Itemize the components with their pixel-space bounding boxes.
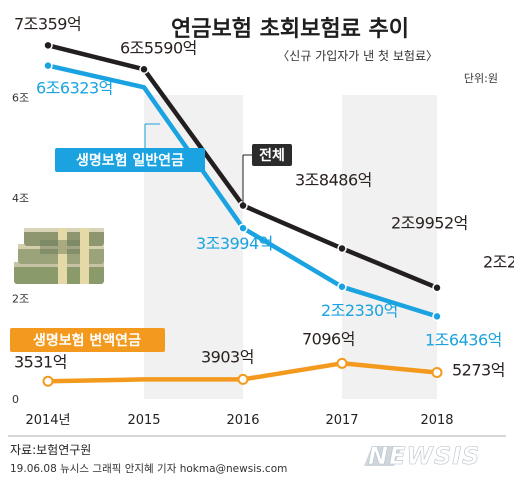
logo-text: NEWSIS [368,442,480,470]
data-label-total: 6조5590억 [120,38,197,57]
data-point-total [337,243,347,254]
data-label-total: 2조9952억 [391,213,468,232]
data-point-life_general [43,60,53,71]
data-point-total [43,40,53,51]
data-labels: 7조359억 6조5590억 3조8486억 2조9952억 2조2133억 6조6323… [14,14,514,379]
data-point-total [432,282,442,293]
data-label-total: 2조2133억 [483,253,514,272]
data-point-life_variable [431,366,443,378]
newsis-logo: NEWSIS [364,442,480,470]
legend-life-general-label: 생명보험 일반연금 [76,152,184,169]
x-tick-label: 2018 [420,413,453,428]
data-point-life_variable [336,357,348,369]
y-tick-label: 0 [12,393,19,406]
unit-label: 단위:원 [464,72,498,85]
x-tick-label: 2016 [226,413,259,428]
data-point-life_general [432,311,442,322]
money-stack-illustration [14,228,104,284]
chart-subtitle: 〈신규 가입자가 낸 첫 보험료〉 [277,49,438,63]
data-label-life_general: 2조2330억 [321,301,398,320]
x-axis: 2014년 2015 2016 2017 2018 [25,413,453,428]
y-tick-label: 2조 [12,292,29,305]
band [342,95,437,399]
credit-line: 19.06.08 뉴시스 그래픽 안지혜 기자 hokma@newsis.com [10,463,287,475]
legend-life-variable-label: 생명보험 변액연금 [33,332,141,349]
data-label-life_general: 3조3994억 [196,234,273,253]
legend-tag-life-general: 생명보험 일반연금 [55,123,205,172]
data-label-life_variable: 7096억 [302,329,355,348]
chart-title: 연금보험 초회보험료 추이 [171,16,409,42]
data-point-total [139,64,149,75]
data-label-life_variable: 3531억 [14,352,67,371]
data-label-total: 7조359억 [14,14,81,33]
data-point-life_general [337,282,347,292]
data-label-life_variable: 3903억 [201,347,254,366]
y-tick-label: 4조 [12,192,29,205]
legend-tag-life-variable: 생명보험 변액연금 [10,328,165,352]
legend-tag-total: 전체 [242,144,292,206]
x-tick-label: 2014년 [25,413,70,428]
data-label-life_variable: 5273억 [452,360,505,379]
background-bands [144,95,437,399]
data-label-life_general: 6조6323억 [36,79,113,98]
data-point-life_general [238,223,248,233]
x-tick-label: 2015 [127,413,160,428]
legend-total-label: 전체 [259,147,285,164]
data-point-life_variable [42,375,54,387]
x-tick-label: 2017 [325,413,358,428]
data-label-life_general: 1조6436억 [425,330,502,349]
source-label: 자료:보험연구원 [10,443,91,457]
data-point-life_variable [237,373,249,385]
y-axis: 6조 4조 2조 0 [12,91,29,406]
data-label-total: 3조8486억 [295,171,372,190]
y-tick-label: 6조 [12,91,29,104]
